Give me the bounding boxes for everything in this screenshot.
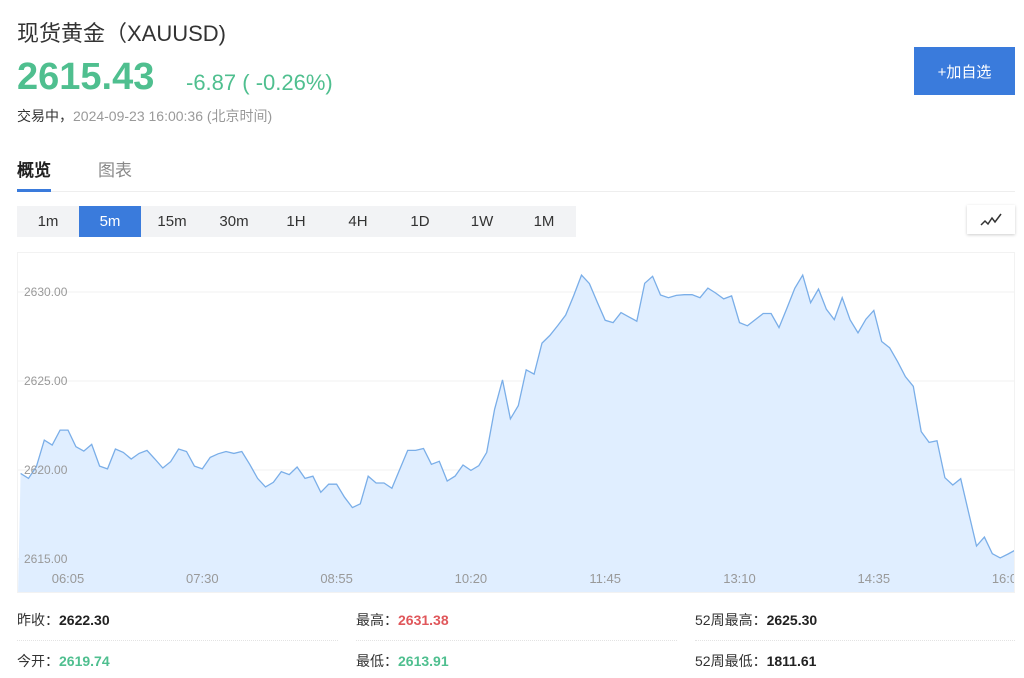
x-tick-label: 13:10: [723, 571, 756, 586]
x-tick-label: 07:30: [186, 571, 219, 586]
price-change: -6.87 ( -0.26%): [186, 70, 333, 95]
y-tick-label: 2630.00: [24, 285, 68, 299]
price-chart[interactable]: 2630.00 2625.00 2620.00 2615.00 06:05 07:30 08…: [17, 252, 1015, 593]
period-5m[interactable]: 5m: [79, 206, 141, 237]
last-price: 2615.43: [17, 56, 155, 98]
period-selector: 1m 5m 15m 30m 1H 4H 1D 1W 1M: [17, 206, 576, 237]
tab-chart[interactable]: 图表: [98, 161, 132, 180]
stat-item: 昨收：2622.30: [17, 610, 110, 630]
period-30m[interactable]: 30m: [219, 213, 249, 230]
stat-item: 52周最低：1811.61: [695, 651, 816, 671]
divider: [695, 640, 1015, 641]
tab-overview[interactable]: 概览: [17, 156, 51, 192]
stat-value: 2625.30: [766, 612, 818, 628]
period-4H[interactable]: 4H: [348, 213, 368, 230]
stat-value: 1811.61: [766, 653, 817, 669]
price-area: [18, 275, 1014, 592]
stat-label: 52周最低：: [695, 653, 767, 669]
timestamp: 2024-09-23 16:00:36: [73, 108, 203, 124]
x-tick-label: 10:20: [454, 571, 488, 586]
stat-item: 最高：2631.38: [356, 610, 449, 630]
stat-label: 52周最高：: [695, 612, 767, 628]
trading-status: 交易中，2024-09-23 16:00:36 (北京时间): [17, 106, 272, 126]
x-tick-label: 11:45: [589, 571, 621, 586]
timezone: (北京时间): [206, 108, 273, 124]
stat-item: 今开：2619.74: [17, 651, 110, 671]
price-chart-svg: [18, 273, 1014, 592]
period-1m[interactable]: 1m: [37, 213, 59, 230]
period-1D[interactable]: 1D: [410, 213, 430, 230]
status-text: 交易中，: [17, 108, 73, 124]
x-tick-label: 06:05: [51, 571, 85, 586]
y-tick-label: 2615.00: [24, 552, 68, 566]
stat-item: 52周最高：2625.30: [695, 610, 817, 630]
y-tick-label: 2620.00: [24, 463, 68, 477]
x-tick-label: 08:55: [320, 571, 353, 586]
stat-label: 昨收：: [17, 612, 59, 628]
period-1H[interactable]: 1H: [286, 213, 306, 230]
stat-label: 最低：: [356, 653, 398, 669]
stat-item: 最低：2613.91: [356, 651, 449, 671]
stat-value: 2631.38: [398, 612, 449, 628]
stat-label: 今开：: [17, 653, 59, 669]
period-1W[interactable]: 1W: [470, 213, 494, 230]
tab-bar: 概览 图表: [17, 156, 1015, 192]
line-chart-icon: [980, 213, 1002, 226]
divider: [356, 640, 677, 641]
stat-value: 2619.74: [59, 653, 110, 669]
add-to-watchlist-button[interactable]: +加自选: [914, 47, 1015, 95]
chart-type-button[interactable]: [967, 205, 1015, 234]
stat-value: 2613.91: [398, 653, 449, 669]
period-1M[interactable]: 1M: [533, 213, 555, 230]
stat-value: 2622.30: [59, 612, 110, 628]
x-tick-label: 14:35: [857, 571, 891, 586]
instrument-title: 现货黄金（XAUUSD): [17, 21, 227, 46]
x-tick-label: 16:00: [991, 571, 1014, 586]
price-line: [20, 273, 1014, 559]
divider: [17, 640, 338, 641]
period-15m[interactable]: 15m: [157, 213, 187, 230]
y-tick-label: 2625.00: [24, 374, 68, 388]
stat-label: 最高：: [356, 612, 398, 628]
